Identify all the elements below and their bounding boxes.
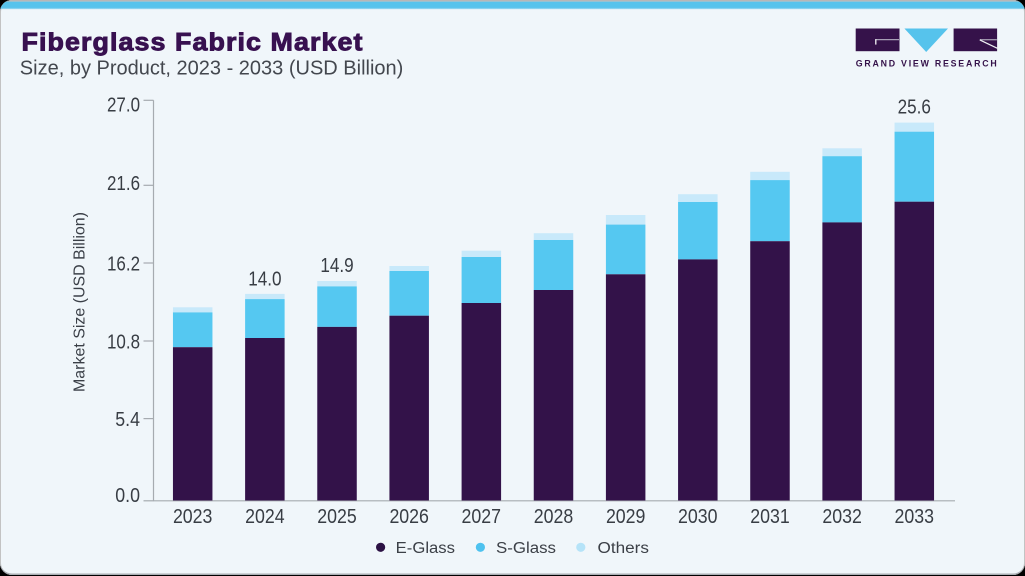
svg-text:16.2: 16.2 (107, 253, 140, 275)
svg-text:10.8: 10.8 (107, 331, 140, 353)
svg-text:2031: 2031 (750, 506, 790, 528)
svg-text:2028: 2028 (534, 506, 574, 528)
svg-text:27.0: 27.0 (107, 95, 140, 117)
svg-text:0.0: 0.0 (115, 485, 140, 507)
svg-text:2029: 2029 (606, 506, 646, 528)
svg-text:2027: 2027 (462, 506, 502, 528)
svg-text:S-Glass: S-Glass (496, 540, 556, 557)
svg-text:2026: 2026 (389, 506, 429, 528)
svg-text:5.4: 5.4 (115, 409, 140, 431)
svg-text:Fiberglass Fabric Market: Fiberglass Fabric Market (22, 28, 364, 56)
svg-text:2024: 2024 (245, 506, 285, 528)
svg-text:E-Glass: E-Glass (396, 540, 456, 557)
svg-text:14.0: 14.0 (248, 268, 281, 290)
svg-text:Size, by Product, 2023 - 2033: Size, by Product, 2023 - 2033 (USD Billi… (20, 58, 404, 80)
svg-text:Market Size (USD Billion): Market Size (USD Billion) (72, 212, 89, 392)
svg-text:2025: 2025 (317, 506, 357, 528)
svg-text:25.6: 25.6 (898, 97, 931, 119)
svg-text:2032: 2032 (822, 506, 862, 528)
svg-text:2033: 2033 (895, 506, 935, 528)
svg-text:2023: 2023 (173, 506, 213, 528)
svg-text:Others: Others (598, 540, 650, 557)
svg-text:21.6: 21.6 (107, 173, 140, 195)
svg-text:14.9: 14.9 (320, 255, 353, 277)
svg-text:GRAND VIEW RESEARCH: GRAND VIEW RESEARCH (856, 58, 997, 68)
svg-text:2030: 2030 (678, 506, 718, 528)
